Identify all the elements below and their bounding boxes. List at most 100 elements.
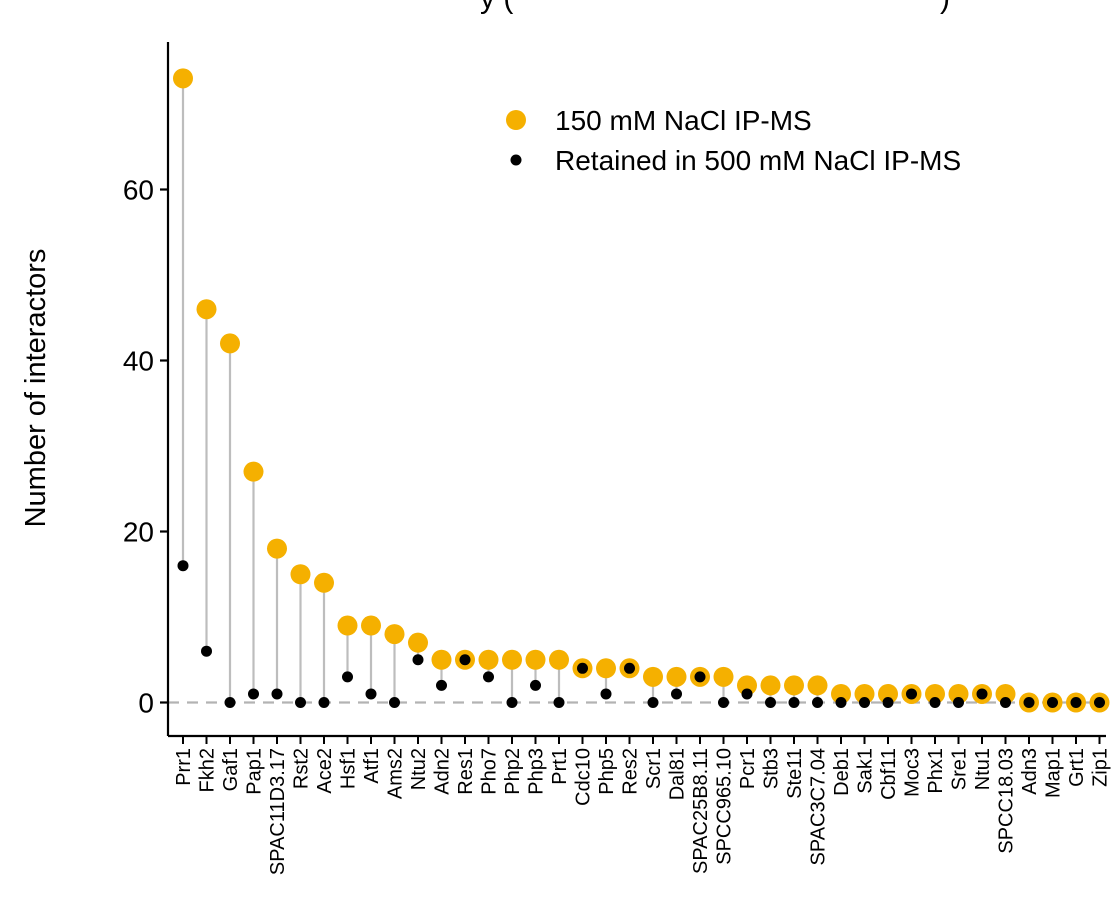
x-tick-label-Grt1: Grt1 (1066, 748, 1088, 787)
point-500mM-Atf1 (365, 688, 377, 700)
x-tick-label-SPCC965.10: SPCC965.10 (714, 748, 736, 865)
point-150mM-Sre1 (948, 683, 969, 704)
legend-label-500mM: Retained in 500 mM NaCl IP-MS (555, 145, 961, 176)
x-tick-label-Deb1: Deb1 (831, 748, 853, 796)
point-150mM-Atf1 (361, 615, 381, 636)
point-500mM-Scr1 (647, 697, 659, 708)
point-150mM-Fkh2 (196, 299, 217, 320)
point-150mM-Pcr1 (737, 675, 757, 696)
point-150mM-Php2 (502, 649, 522, 670)
x-tick-label-SPAC25B8.11: SPAC25B8.11 (690, 748, 712, 874)
point-500mM-Pcr1 (741, 688, 753, 700)
point-150mM-Php3 (525, 649, 546, 670)
x-tick-label-Ntu2: Ntu2 (408, 748, 430, 790)
chart-title-start: y ( (480, 0, 513, 15)
x-tick-label-Scr1: Scr1 (643, 748, 665, 789)
point-150mM-SPCC965.10 (713, 666, 734, 687)
x-tick-label-Hsf1: Hsf1 (338, 748, 360, 789)
point-500mM-Ste11 (788, 697, 800, 708)
point-150mM-Rst2 (290, 564, 311, 585)
point-500mM-Adn3 (1023, 697, 1035, 708)
x-tick-label-Php5: Php5 (596, 748, 618, 795)
point-150mM-SPAC11D3.17 (267, 538, 287, 559)
x-tick-label-Map1: Map1 (1043, 748, 1065, 798)
x-tick-label-Dal81: Dal81 (667, 748, 689, 800)
x-tick-label-SPCC18.03: SPCC18.03 (996, 748, 1018, 854)
y-axis-label: Number of interactors (20, 249, 52, 528)
point-150mM-Ace2 (314, 572, 334, 593)
x-tick-label-Stb3: Stb3 (761, 748, 783, 789)
point-150mM-Ste11 (784, 675, 804, 696)
point-150mM-Dal81 (666, 666, 687, 687)
x-tick-label-Res1: Res1 (455, 748, 477, 795)
x-tick-label-Cdc10: Cdc10 (573, 748, 595, 806)
point-150mM-Sak1 (854, 683, 875, 704)
point-150mM-Scr1 (643, 666, 663, 687)
point-500mM-Stb3 (765, 697, 776, 708)
point-500mM-Map1 (1047, 697, 1058, 708)
x-tick-label-Sre1: Sre1 (949, 748, 971, 790)
point-500mM-Ntu2 (412, 654, 424, 666)
point-150mM-SPCC18.03 (995, 683, 1016, 704)
x-tick-label-Prr1: Prr1 (173, 748, 195, 786)
x-tick-label-Pho7: Pho7 (479, 748, 501, 795)
x-tick-label-Adn2: Adn2 (432, 748, 454, 795)
point-500mM-Ntu1 (976, 688, 988, 700)
x-tick-label-Moc3: Moc3 (902, 748, 924, 797)
point-150mM-Phx1 (925, 683, 945, 704)
x-tick-label-Adn3: Adn3 (1019, 748, 1041, 795)
x-tick-label-Ams2: Ams2 (385, 748, 407, 799)
legend-label-150mM: 150 mM NaCl IP-MS (555, 105, 812, 136)
point-150mM-SPAC3C7.04 (807, 675, 828, 696)
x-tick-label-Ntu1: Ntu1 (972, 748, 994, 790)
point-500mM-Sre1 (953, 697, 964, 708)
point-150mM-Ams2 (384, 624, 405, 645)
point-500mM-Pho7 (483, 671, 494, 683)
x-tick-label-Pcr1: Pcr1 (737, 748, 759, 789)
point-500mM-SPCC965.10 (718, 697, 729, 708)
x-tick-label-Php3: Php3 (526, 748, 548, 795)
point-150mM-Stb3 (760, 675, 781, 696)
point-500mM-Zip1 (1094, 697, 1105, 708)
legend-marker-500mM (510, 154, 522, 166)
y-tick-label-0: 0 (138, 688, 154, 719)
x-tick-label-Php2: Php2 (502, 748, 524, 795)
point-150mM-Prr1 (173, 68, 193, 89)
point-500mM-SPAC3C7.04 (812, 697, 823, 708)
point-500mM-Adn2 (436, 679, 447, 691)
point-500mM-Phx1 (929, 697, 941, 708)
legend-marker-150mM (506, 110, 526, 130)
point-500mM-SPAC11D3.17 (271, 688, 283, 700)
point-500mM-Ace2 (318, 697, 330, 708)
point-500mM-Cdc10 (577, 662, 588, 674)
point-500mM-Pap1 (248, 688, 259, 700)
x-tick-label-Gaf1: Gaf1 (220, 748, 242, 791)
point-500mM-Php5 (600, 688, 612, 700)
x-tick-label-Zip1: Zip1 (1090, 748, 1111, 787)
x-tick-label-Pap1: Pap1 (244, 748, 266, 795)
point-500mM-Php3 (530, 679, 541, 691)
x-tick-label-Atf1: Atf1 (361, 748, 383, 784)
point-500mM-Grt1 (1070, 697, 1082, 708)
x-tick-label-Fkh2: Fkh2 (197, 748, 219, 792)
point-500mM-Ams2 (389, 697, 400, 708)
point-150mM-Pap1 (243, 461, 264, 482)
y-tick-label-40: 40 (123, 346, 154, 377)
y-tick-label-60: 60 (123, 175, 154, 206)
point-500mM-Deb1 (835, 697, 847, 708)
point-150mM-Adn2 (431, 649, 452, 670)
x-tick-label-Rst2: Rst2 (291, 748, 313, 789)
point-500mM-Moc3 (906, 688, 917, 700)
point-150mM-Hsf1 (337, 615, 358, 636)
point-500mM-Cbf11 (882, 697, 894, 708)
point-500mM-Dal81 (671, 688, 682, 700)
x-tick-label-SPAC3C7.04: SPAC3C7.04 (808, 748, 830, 865)
point-500mM-SPAC25B8.11 (694, 671, 706, 683)
point-500mM-Gaf1 (224, 697, 236, 708)
x-tick-label-Cbf11: Cbf11 (878, 748, 900, 800)
point-150mM-Ntu2 (408, 632, 428, 653)
point-500mM-Res2 (624, 662, 635, 674)
x-tick-label-Phx1: Phx1 (925, 748, 947, 794)
point-150mM-Gaf1 (220, 333, 240, 354)
